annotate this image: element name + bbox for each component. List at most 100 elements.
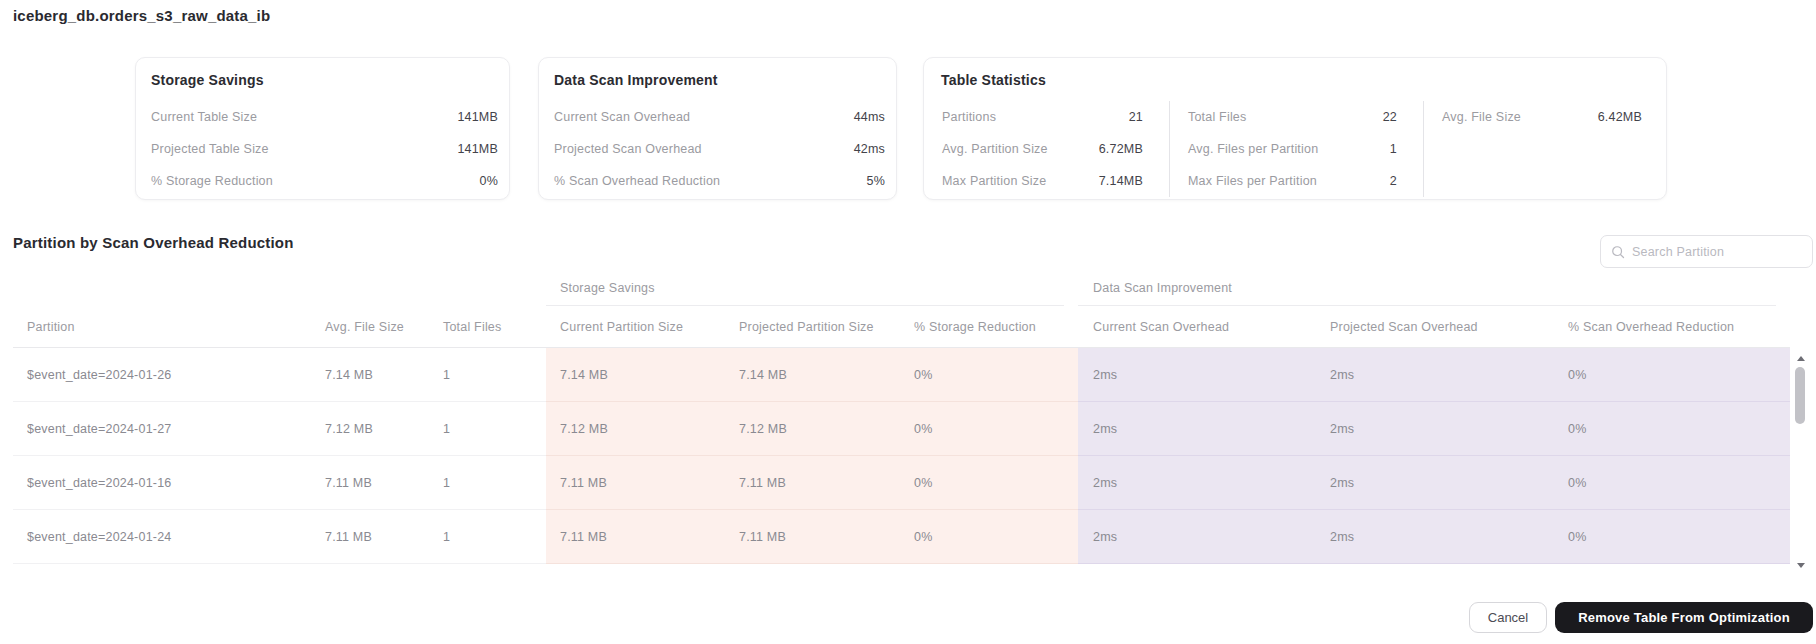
stat-row: Partitions 21 [942,101,1143,133]
table-scrollbar[interactable] [1792,351,1809,572]
stat-row: % Storage Reduction 0% [151,165,498,197]
cell-avg-file-size: 7.11 MB [325,510,443,564]
stat-label: % Storage Reduction [151,174,273,188]
cancel-button[interactable]: Cancel [1469,602,1547,633]
cell-scan-overhead-reduction: 0% [1568,456,1790,510]
cell-scan-overhead-reduction: 0% [1568,510,1790,564]
cell-projected-partition-size: 7.11 MB [739,456,914,510]
table-statistics-card: Table Statistics Partitions 21 Avg. Part… [923,57,1667,200]
cell-total-files: 1 [443,510,546,564]
stat-row: Avg. Partition Size 6.72MB [942,133,1143,165]
stat-label: Projected Scan Overhead [554,142,702,156]
stat-label: Avg. Partition Size [942,142,1048,156]
cell-projected-partition-size: 7.12 MB [739,402,914,456]
table-header-row: Partition Avg. File Size Total Files Cur… [13,306,1790,348]
column-header-total-files: Total Files [443,320,546,334]
scrollbar-thumb[interactable] [1795,367,1805,424]
cell-current-partition-size: 7.14 MB [546,348,739,402]
column-header-projected-partition-size: Projected Partition Size [739,320,914,334]
cell-projected-scan-overhead: 2ms [1330,402,1568,456]
table-row[interactable]: $event_date=2024-01-27 7.12 MB 1 7.12 MB… [13,402,1790,456]
stat-value: 6.72MB [1099,142,1143,156]
table-row[interactable]: $event_date=2024-01-24 7.11 MB 1 7.11 MB… [13,510,1790,564]
cell-avg-file-size: 7.12 MB [325,402,443,456]
stat-row: Projected Table Size 141MB [151,133,498,165]
stat-value: 5% [867,174,885,188]
group-spacer [13,270,546,306]
stat-label: Current Scan Overhead [554,110,690,124]
stat-row: Max Files per Partition 2 [1188,165,1397,197]
table-statistics-grid: Partitions 21 Avg. Partition Size 6.72MB… [924,101,1666,197]
stat-value: 141MB [457,142,498,156]
scroll-down-icon[interactable] [1792,558,1809,572]
stat-label: Projected Table Size [151,142,269,156]
table-row[interactable]: $event_date=2024-01-16 7.11 MB 1 7.11 MB… [13,456,1790,510]
cell-projected-scan-overhead: 2ms [1330,456,1568,510]
cell-current-scan-overhead: 2ms [1078,510,1330,564]
cell-total-files: 1 [443,456,546,510]
stat-value: 22 [1383,110,1397,124]
stat-value: 7.14MB [1099,174,1143,188]
stat-value: 21 [1129,110,1143,124]
cell-scan-overhead-reduction: 0% [1568,348,1790,402]
table-row[interactable]: $event_date=2024-01-26 7.14 MB 1 7.14 MB… [13,348,1790,402]
cell-projected-scan-overhead: 2ms [1330,348,1568,402]
column-header-avg-file-size: Avg. File Size [325,320,443,334]
stat-value: 0% [480,174,498,188]
stat-label: Current Table Size [151,110,257,124]
cell-current-scan-overhead: 2ms [1078,402,1330,456]
search-icon [1611,245,1625,259]
cell-avg-file-size: 7.11 MB [325,456,443,510]
stat-label: % Scan Overhead Reduction [554,174,720,188]
stat-value: 44ms [854,110,885,124]
table-statistics-col-1: Partitions 21 Avg. Partition Size 6.72MB… [924,101,1169,197]
card-title: Data Scan Improvement [554,72,885,88]
remove-table-from-optimization-button[interactable]: Remove Table From Optimization [1555,602,1813,633]
stat-label: Max Files per Partition [1188,174,1317,188]
table-statistics-col-3: Avg. File Size 6.42MB [1423,101,1668,197]
stat-row: Max Partition Size 7.14MB [942,165,1143,197]
cell-projected-scan-overhead: 2ms [1330,510,1568,564]
stat-label: Total Files [1188,110,1246,124]
column-header-current-partition-size: Current Partition Size [546,320,739,334]
cell-projected-partition-size: 7.14 MB [739,348,914,402]
stat-value: 141MB [457,110,498,124]
cell-total-files: 1 [443,402,546,456]
card-title: Storage Savings [151,72,498,88]
cell-total-files: 1 [443,348,546,402]
stat-value: 42ms [854,142,885,156]
stat-label: Avg. File Size [1442,110,1521,124]
stat-label: Partitions [942,110,996,124]
search-partition-input[interactable] [1632,245,1802,259]
partition-table: Storage Savings Data Scan Improvement Pa… [13,270,1790,564]
cell-partition: $event_date=2024-01-16 [13,456,325,510]
cell-current-scan-overhead: 2ms [1078,348,1330,402]
stat-row: Projected Scan Overhead 42ms [554,133,885,165]
cell-storage-reduction: 0% [914,348,1078,402]
stat-row: Current Scan Overhead 44ms [554,101,885,133]
column-header-storage-reduction: % Storage Reduction [914,320,1078,334]
cell-storage-reduction: 0% [914,456,1078,510]
table-statistics-col-2: Total Files 22 Avg. Files per Partition … [1169,101,1423,197]
stat-label: Max Partition Size [942,174,1046,188]
group-header-data-scan-improvement: Data Scan Improvement [1078,270,1790,306]
storage-savings-card: Storage Savings Current Table Size 141MB… [135,57,510,200]
card-title: Table Statistics [924,72,1666,88]
cell-partition: $event_date=2024-01-27 [13,402,325,456]
cell-scan-overhead-reduction: 0% [1568,402,1790,456]
cell-current-partition-size: 7.12 MB [546,402,739,456]
stat-row: Current Table Size 141MB [151,101,498,133]
stat-row: Avg. Files per Partition 1 [1188,133,1397,165]
cell-avg-file-size: 7.14 MB [325,348,443,402]
stat-value: 6.42MB [1598,110,1642,124]
stat-row: Total Files 22 [1188,101,1397,133]
cell-current-partition-size: 7.11 MB [546,510,739,564]
group-header-storage-savings: Storage Savings [546,270,1078,306]
table-group-header-row: Storage Savings Data Scan Improvement [13,270,1790,306]
cell-current-partition-size: 7.11 MB [546,456,739,510]
stat-row: Avg. File Size 6.42MB [1442,101,1642,133]
search-partition-box[interactable] [1600,235,1813,268]
cell-storage-reduction: 0% [914,510,1078,564]
scroll-up-icon[interactable] [1792,351,1809,365]
column-header-projected-scan-overhead: Projected Scan Overhead [1330,320,1568,334]
